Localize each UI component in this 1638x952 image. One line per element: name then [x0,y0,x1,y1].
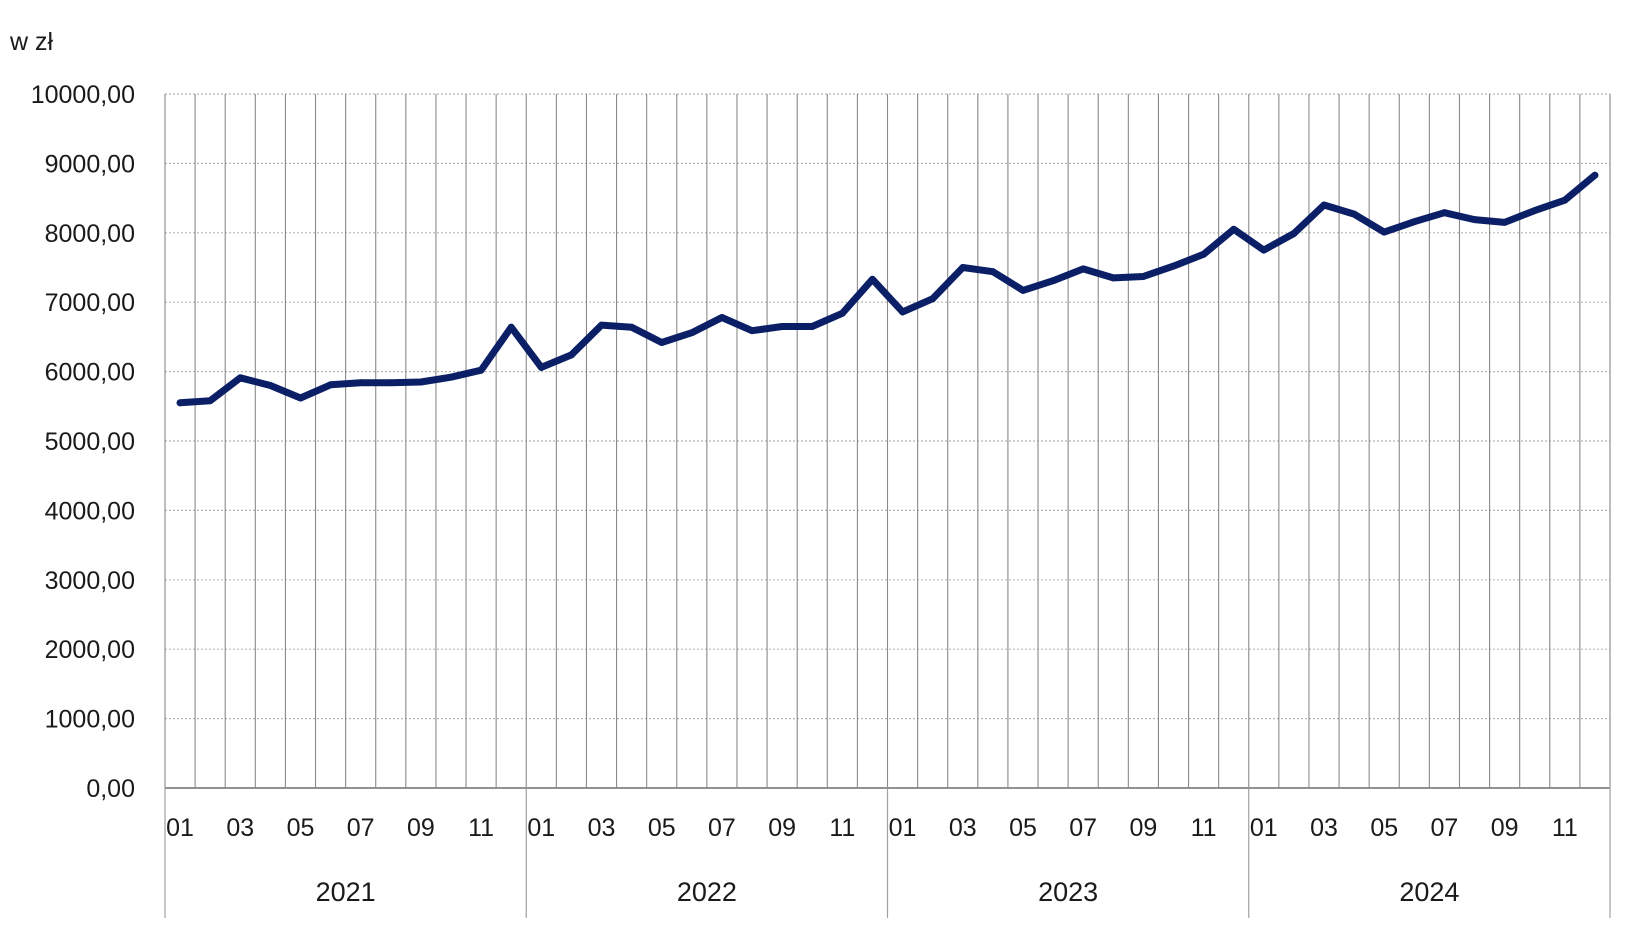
data-point [1079,265,1087,273]
data-point [357,379,365,387]
data-point [1170,262,1177,270]
year-label: 2024 [1399,877,1459,907]
data-point [869,275,876,283]
data-point [1260,246,1268,254]
x-tick-label: 01 [166,814,194,842]
data-point [899,308,906,316]
y-tick-label: 2000,00 [45,636,135,664]
x-tick-label: 05 [648,814,676,842]
data-point [1350,210,1358,218]
series-line [176,171,1599,407]
x-tick-label: 01 [527,814,555,842]
x-tick-label: 07 [1431,814,1459,842]
y-axis-unit-label: w zł [9,28,54,56]
data-point [959,264,967,271]
data-point [417,378,425,386]
x-tick-label: 11 [468,814,494,842]
data-point [1561,196,1569,204]
grid [164,93,1611,918]
x-tick-label: 03 [226,814,254,842]
x-tick-label: 03 [1310,814,1338,842]
x-tick-label: 07 [347,814,375,842]
year-label: 2022 [677,877,737,907]
data-point [1230,225,1238,233]
data-point [477,366,485,374]
x-tick-label: 03 [588,814,616,842]
data-point [1380,228,1388,236]
y-tick-label: 5000,00 [45,428,135,456]
x-tick-label: 05 [1370,814,1398,842]
x-tick-label: 11 [829,814,855,842]
data-point [989,268,997,276]
year-label: 2023 [1038,877,1098,907]
x-tick-label: 03 [949,814,977,842]
y-tick-label: 0,00 [86,775,135,803]
y-tick-label: 6000,00 [45,359,135,387]
data-point [1049,277,1057,285]
x-tick-label: 11 [1552,814,1578,842]
data-point [236,374,244,382]
x-tick-label: 09 [1129,814,1157,842]
data-point [327,381,334,389]
data-point [1200,250,1207,258]
x-tick-label: 09 [1491,814,1519,842]
data-point [628,323,636,331]
data-point [718,314,726,321]
x-axis-month-ticks: 01 03 05 07 09 11 01 03 05 07 09 11 01 03 05 07 09 11 01 03… [166,814,1578,842]
y-tick-label: 4000,00 [45,497,135,525]
x-tick-label: 01 [889,814,917,842]
x-tick-label: 05 [287,814,315,842]
y-tick-label: 8000,00 [45,220,135,248]
data-point [598,321,605,329]
data-point [1320,201,1328,209]
x-tick-label: 07 [708,814,736,842]
data-point [568,351,575,359]
y-tick-label: 7000,00 [45,289,135,317]
data-point [507,323,515,331]
data-point [808,323,816,330]
data-point [838,309,846,317]
y-tick-label: 3000,00 [45,567,135,595]
data-point [778,323,786,330]
data-point [1531,207,1539,214]
data-point [297,394,304,402]
y-axis-ticks: 0,00 1000,00 2000,00 3000,00 4000,00 5000,00 6… [31,81,135,803]
data-point [1591,171,1599,179]
data-point [658,339,666,346]
data-point [206,397,214,405]
data-point [176,399,184,407]
data-point [1471,216,1478,224]
data-point [1441,209,1448,217]
y-tick-label: 10000,00 [31,81,135,109]
y-tick-label: 9000,00 [45,150,135,178]
data-point [387,379,395,387]
x-tick-label: 09 [768,814,796,842]
data-point [1410,218,1418,226]
x-tick-label: 09 [407,814,435,842]
data-point [1019,287,1027,294]
data-point [1501,218,1509,226]
data-point [688,329,696,337]
data-point [748,327,756,335]
data-point [1109,274,1117,282]
year-label: 2021 [316,877,376,907]
x-tick-label: 11 [1191,814,1217,842]
data-point [929,295,937,303]
y-tick-label: 1000,00 [45,706,135,734]
data-point [537,364,545,371]
series-group [176,171,1599,407]
data-point [266,382,274,389]
data-point [447,373,455,381]
x-tick-label: 07 [1069,814,1097,842]
x-axis-year-labels: 2021 2022 2023 2024 [316,877,1460,907]
data-point [1139,273,1147,280]
data-point [1290,230,1298,237]
x-tick-label: 05 [1009,814,1037,842]
x-tick-label: 01 [1250,814,1278,842]
